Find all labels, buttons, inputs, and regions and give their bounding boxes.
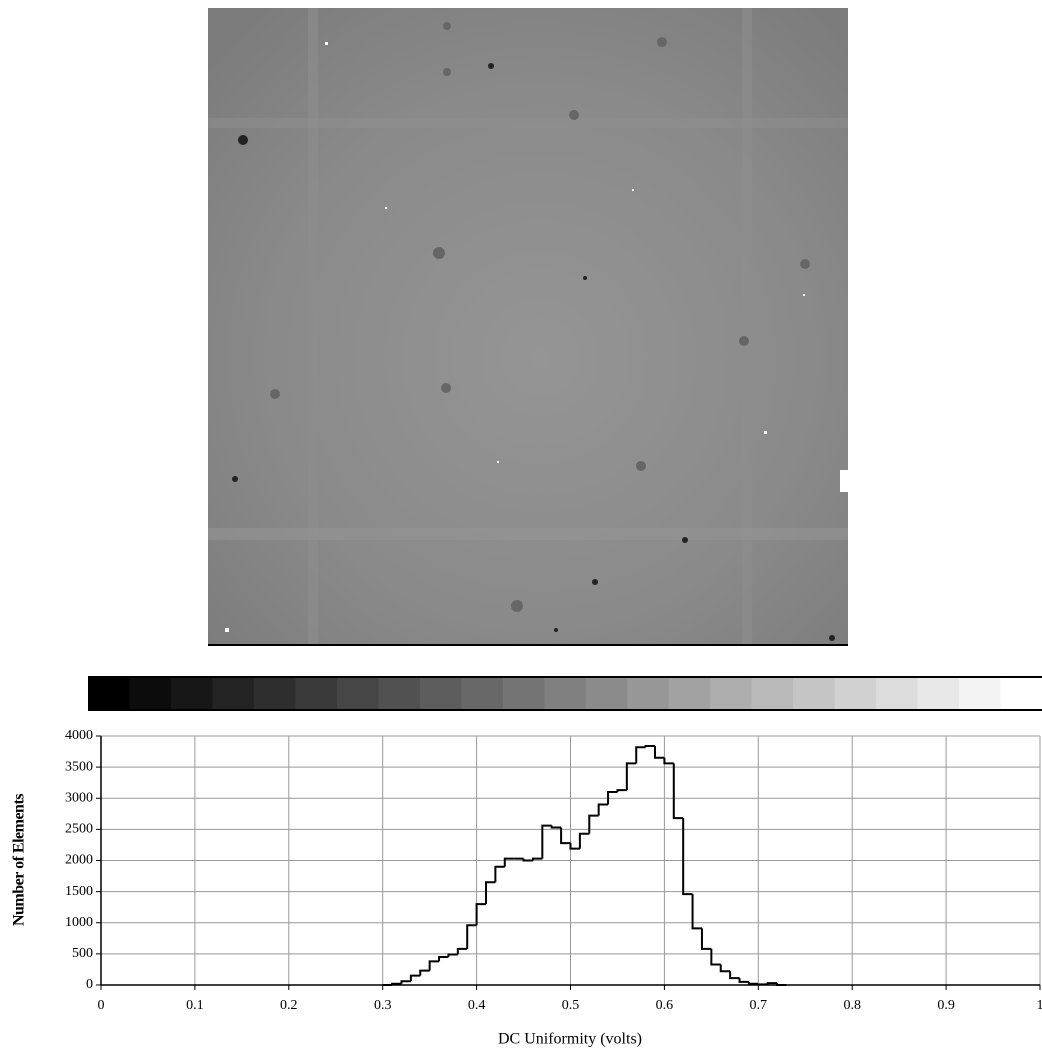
- x-tick-label: 1: [1037, 998, 1042, 1013]
- colorbar-swatch: [461, 677, 504, 710]
- histogram-bin: [625, 762, 637, 791]
- histogram-bin: [447, 953, 458, 957]
- histogram-bin: [588, 814, 599, 834]
- colorbar-swatch: [959, 677, 1002, 710]
- histogram-bin: [729, 971, 740, 980]
- sensor-spots: [270, 22, 810, 612]
- colorbar-swatch: [917, 677, 960, 710]
- histogram-bin: [531, 857, 543, 861]
- colorbar-swatch: [627, 677, 670, 710]
- histogram-bin: [672, 763, 684, 820]
- colorbar-swatch: [834, 677, 877, 710]
- histogram-bin: [484, 881, 496, 905]
- y-tick-label: 3500: [65, 759, 93, 774]
- x-tick-label: 0: [98, 998, 105, 1013]
- x-tick-label: 0.5: [562, 998, 580, 1013]
- histogram-bin: [710, 948, 721, 966]
- colorbar-swatch: [710, 677, 753, 710]
- colorbar: [88, 676, 1042, 711]
- y-axis-title: Number of Elements: [11, 794, 28, 926]
- histogram-bin: [503, 857, 515, 867]
- histogram-bin: [682, 818, 693, 896]
- colorbar-swatch: [876, 677, 919, 710]
- histogram-bin: [691, 894, 702, 930]
- x-tick-label: 0.2: [280, 998, 298, 1013]
- sensor-column: [308, 8, 318, 644]
- histogram-bin: [522, 858, 533, 862]
- histogram-bin: [607, 791, 618, 805]
- histogram-bin: [747, 981, 759, 985]
- colorbar-swatch: [336, 677, 379, 710]
- histogram-bin: [569, 843, 580, 850]
- sensor-row: [208, 118, 848, 128]
- colorbar-swatch: [88, 677, 130, 710]
- histogram-bin: [757, 983, 768, 986]
- histogram-bin: [409, 974, 421, 982]
- x-tick-label: 0.7: [750, 998, 768, 1013]
- y-tick-label: 4000: [65, 728, 93, 743]
- y-tick-label: 2000: [65, 853, 93, 868]
- histogram-bin: [776, 983, 787, 986]
- histogram-bin: [438, 955, 449, 962]
- colorbar-swatch: [419, 677, 462, 710]
- sensor-column: [742, 8, 752, 644]
- histogram-bin: [644, 744, 656, 748]
- histogram-bin: [578, 832, 590, 849]
- histogram-bin: [597, 803, 609, 816]
- histogram-bin: [654, 745, 665, 759]
- histogram-bin: [475, 903, 486, 926]
- colorbar-swatch: [212, 677, 255, 710]
- y-tick-label: 1500: [65, 884, 93, 899]
- y-tick-label: 3000: [65, 790, 93, 805]
- x-tick-label: 0.4: [468, 998, 486, 1013]
- colorbar-swatch: [1000, 677, 1042, 710]
- colorbar-frame: [88, 676, 1042, 711]
- colorbar-swatch: [253, 677, 296, 710]
- colorbar-swatch: [544, 677, 587, 710]
- histogram-bin: [700, 928, 712, 950]
- histogram-bin: [541, 824, 552, 859]
- histogram-bin: [428, 960, 440, 971]
- x-tick-label: 0.3: [374, 998, 392, 1013]
- histogram-bin: [560, 827, 571, 845]
- histogram-bin: [738, 978, 749, 983]
- x-axis-title: DC Uniformity (volts): [498, 1031, 642, 1048]
- y-tick-label: 2500: [65, 822, 93, 837]
- colorbar-swatch: [170, 677, 213, 710]
- sensor-image: [208, 8, 848, 646]
- colorbar-swatch: [668, 677, 711, 710]
- histogram-bin: [663, 757, 674, 765]
- histogram-bin: [419, 969, 430, 976]
- histogram-bin: [456, 947, 468, 955]
- x-tick-label: 0.6: [656, 998, 674, 1013]
- histogram-bin: [616, 789, 627, 793]
- histogram-bin: [635, 746, 646, 764]
- colorbar-swatch: [502, 677, 545, 710]
- colorbar-swatch: [295, 677, 338, 710]
- histogram-bin: [550, 825, 562, 829]
- y-tick-label: 500: [72, 946, 93, 961]
- colorbar-swatch: [129, 677, 172, 710]
- histogram-bin: [391, 982, 402, 985]
- sensor-row: [208, 528, 848, 540]
- sensor-defects: [232, 63, 835, 641]
- histogram-bin: [719, 964, 731, 973]
- x-tick-label: 0.9: [937, 998, 955, 1013]
- colorbar-swatch: [585, 677, 628, 710]
- histogram-bin: [400, 980, 411, 984]
- colorbar-swatch: [378, 677, 421, 710]
- histogram-bin: [466, 924, 477, 949]
- x-tick-label: 0.8: [843, 998, 861, 1013]
- histogram-bin: [494, 865, 505, 883]
- histogram-bin: [766, 982, 778, 985]
- y-tick-label: 0: [86, 977, 93, 992]
- x-tick-label: 0.1: [186, 998, 204, 1013]
- colorbar-swatch: [751, 677, 794, 710]
- y-tick-label: 1000: [65, 915, 93, 930]
- sensor-hot-pixels: [225, 42, 848, 632]
- colorbar-swatch: [793, 677, 836, 710]
